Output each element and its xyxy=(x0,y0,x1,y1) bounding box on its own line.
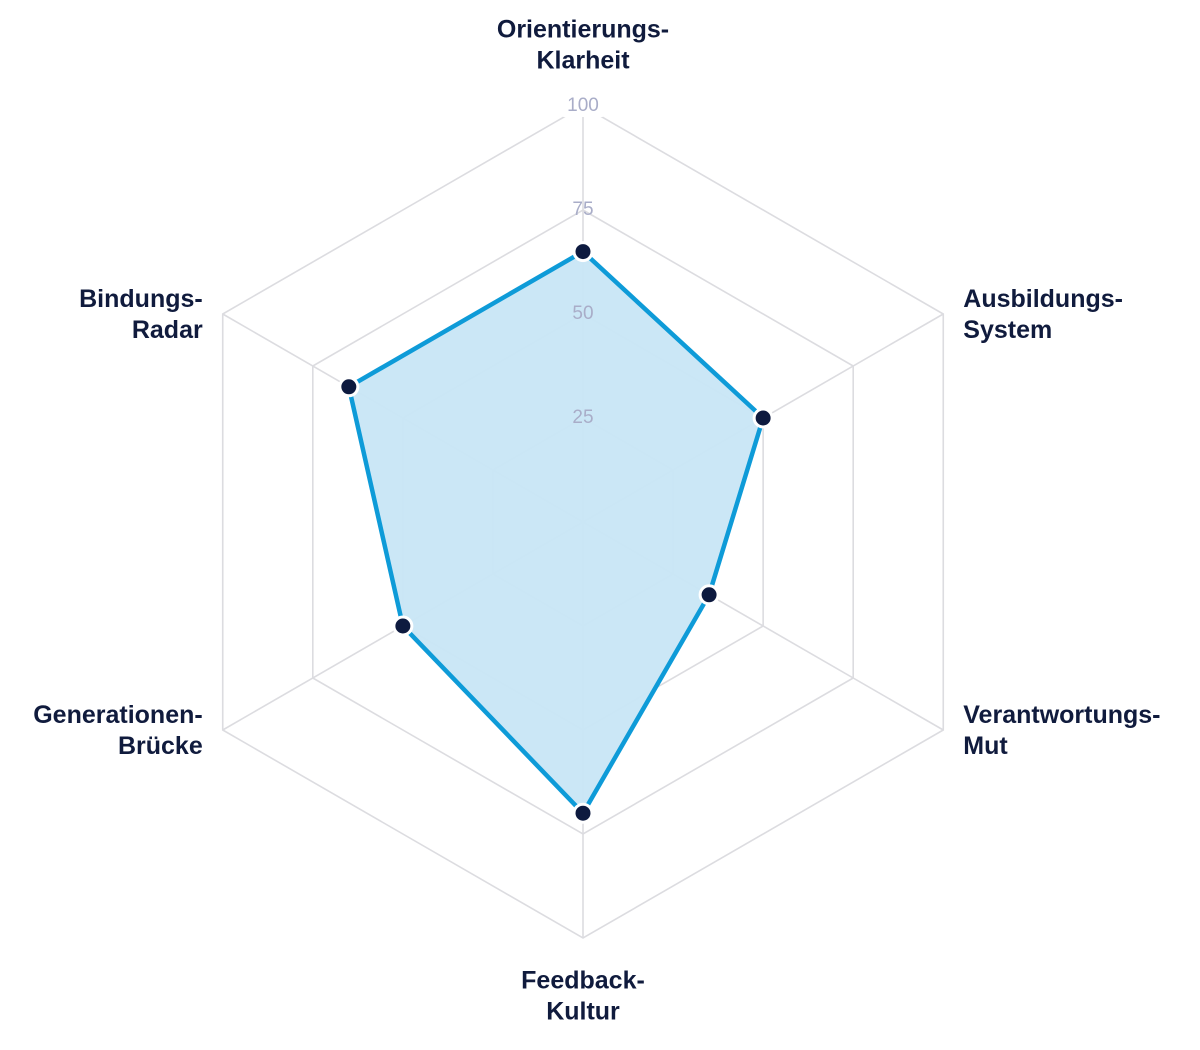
tick-label-50: 50 xyxy=(572,303,593,324)
axis-label-line: Ausbildungs- xyxy=(963,285,1123,313)
axis-label-6: Bindungs- Radar xyxy=(79,285,203,344)
axis-label-line: Bindungs- xyxy=(79,285,203,313)
radar-tick-labels: 25 50 75 100 xyxy=(563,94,603,428)
tick-label-100: 100 xyxy=(567,95,599,116)
series-area xyxy=(346,249,766,816)
axis-label-line: Mut xyxy=(963,732,1008,760)
data-point-1[interactable] xyxy=(572,241,594,263)
axis-label-line: Orientierungs- xyxy=(497,16,669,44)
tick-label-bg xyxy=(563,94,603,118)
data-point-6[interactable] xyxy=(338,376,360,398)
axis-label-line: Verantwortungs- xyxy=(963,701,1160,729)
data-point-4[interactable] xyxy=(572,802,594,824)
axis-label-2: Ausbildungs- System xyxy=(963,285,1123,344)
tick-label-75: 75 xyxy=(572,199,593,220)
data-point-3[interactable] xyxy=(698,584,720,606)
axis-label-line: Radar xyxy=(132,316,203,344)
axis-label-line: System xyxy=(963,316,1052,344)
axis-label-line: Feedback- xyxy=(521,967,645,995)
radar-axis-labels: Orientierungs- Klarheit Ausbildungs- System… xyxy=(33,16,1160,1026)
data-point-5[interactable] xyxy=(392,615,414,637)
radar-series xyxy=(338,241,774,824)
axis-label-line: Generationen- xyxy=(33,701,202,729)
data-point-2[interactable] xyxy=(752,407,774,429)
axis-label-3: Verantwortungs- Mut xyxy=(963,701,1160,760)
tick-label-25: 25 xyxy=(572,407,593,428)
axis-label-1: Orientierungs- Klarheit xyxy=(497,16,669,75)
axis-label-5: Generationen- Brücke xyxy=(33,701,203,760)
axis-label-line: Klarheit xyxy=(536,47,630,75)
axis-label-line: Kultur xyxy=(546,998,620,1026)
axis-label-4: Feedback- Kultur xyxy=(521,967,645,1026)
axis-label-line: Brücke xyxy=(118,732,203,760)
